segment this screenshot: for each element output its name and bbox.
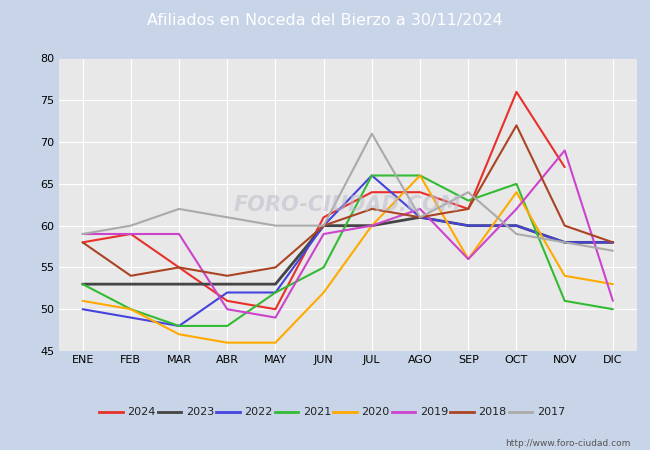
Text: 2023: 2023 (186, 407, 214, 417)
Text: http://www.foro-ciudad.com: http://www.foro-ciudad.com (505, 439, 630, 448)
Text: 2021: 2021 (303, 407, 331, 417)
Text: 2017: 2017 (537, 407, 565, 417)
Text: Afiliados en Noceda del Bierzo a 30/11/2024: Afiliados en Noceda del Bierzo a 30/11/2… (147, 13, 503, 28)
Text: 2022: 2022 (244, 407, 272, 417)
Text: 2019: 2019 (420, 407, 448, 417)
Text: 2018: 2018 (478, 407, 506, 417)
Text: 2024: 2024 (127, 407, 155, 417)
Text: 2020: 2020 (361, 407, 389, 417)
Text: FORO-CIUDAD.COM: FORO-CIUDAD.COM (234, 195, 462, 215)
